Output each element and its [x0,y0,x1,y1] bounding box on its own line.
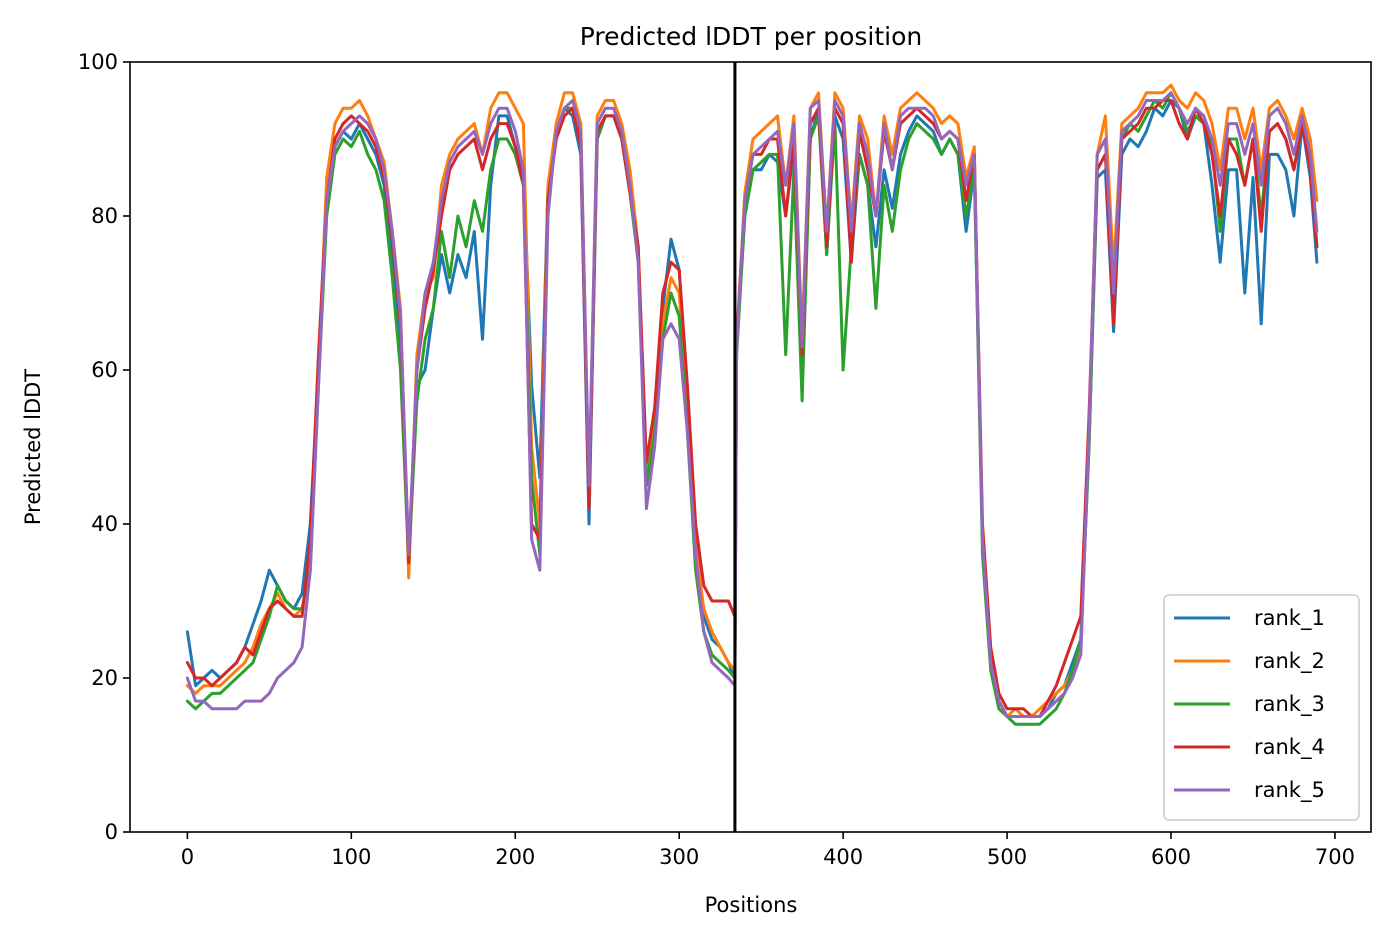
plot-frame [129,61,1372,833]
x-axis: 0 100 200 300 400 500 600 700 [181,832,1355,869]
y-tick-label: 100 [78,50,118,74]
y-tick-label: 60 [91,358,118,382]
series-line-rank_3 [185,91,1319,726]
x-tick-label: 700 [1315,845,1355,869]
x-tick-label: 600 [1151,845,1191,869]
x-tick-label: 200 [495,845,535,869]
x-tick-label: 100 [331,845,371,869]
legend-label-rank_1: rank_1 [1254,606,1325,631]
y-axis: 0 20 40 60 80 100 [78,50,130,844]
legend-box [1163,594,1360,821]
x-tick-label: 500 [987,845,1027,869]
x-tick-label: 300 [659,845,699,869]
x-axis-label: Positions [705,893,798,917]
y-tick-label: 80 [91,204,118,228]
series-line-rank_4 [185,99,1319,718]
y-tick-label: 0 [105,820,118,844]
x-tick-label: 400 [823,845,863,869]
legend-label-rank_2: rank_2 [1254,649,1325,674]
series-line-rank_1 [185,99,1319,718]
y-axis-label: Predicted lDDT [21,369,45,525]
y-tick-label: 40 [91,512,118,536]
chart-title: Predicted lDDT per position [580,22,922,51]
legend: rank_1 rank_2 rank_3 rank_4 rank_5 [1163,594,1360,821]
y-tick-label: 20 [91,666,118,690]
x-tick-label: 0 [181,845,194,869]
legend-label-rank_3: rank_3 [1254,692,1325,717]
legend-label-rank_5: rank_5 [1254,778,1325,803]
series-line-rank_5 [185,91,1319,718]
legend-label-rank_4: rank_4 [1254,735,1325,760]
plot-area [185,62,1319,832]
